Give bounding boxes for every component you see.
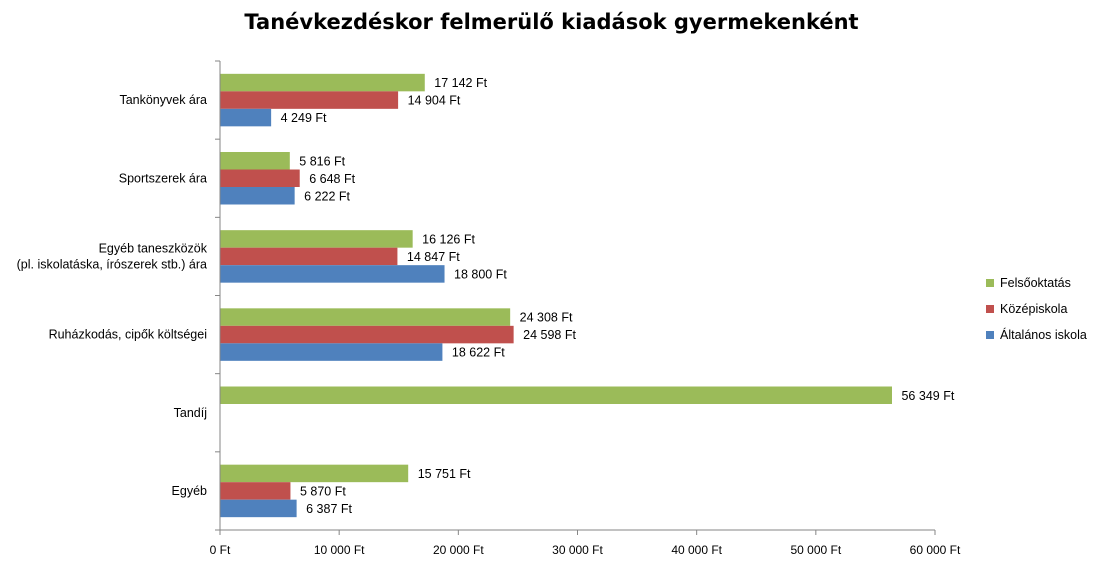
bar — [220, 386, 892, 404]
bar — [220, 325, 514, 344]
category-label: Tankönyvek ára — [119, 93, 207, 107]
legend-swatch — [986, 279, 994, 287]
data-label: 17 142 Ft — [434, 76, 487, 90]
data-label: 6 648 Ft — [309, 172, 355, 186]
x-tick-label: 40 000 Ft — [671, 543, 722, 557]
data-label: 18 622 Ft — [452, 346, 505, 360]
legend-item: Általános iskola — [986, 322, 1087, 348]
legend-swatch — [986, 331, 994, 339]
legend-label: Felsőoktatás — [1000, 276, 1071, 290]
category-label: Egyéb — [172, 484, 207, 498]
data-label: 16 126 Ft — [422, 232, 475, 246]
legend-item: Középiskola — [986, 296, 1087, 322]
legend-label: Középiskola — [1000, 302, 1068, 316]
bar — [220, 152, 290, 170]
category-label: Tandíj — [174, 406, 207, 420]
bar — [220, 247, 398, 266]
legend: Felsőoktatás Középiskola Általános iskola — [986, 270, 1087, 348]
data-label: 6 222 Ft — [304, 189, 350, 203]
data-label: 14 847 Ft — [407, 250, 460, 264]
x-tick-label: 30 000 Ft — [552, 543, 603, 557]
x-tick-label: 0 Ft — [210, 543, 231, 557]
data-label: 4 249 Ft — [281, 111, 327, 125]
bar — [220, 265, 445, 283]
data-label: 14 904 Ft — [408, 94, 461, 108]
category-label: Egyéb taneszközök — [99, 241, 208, 255]
bar — [220, 108, 272, 127]
bar — [220, 308, 511, 326]
bar — [220, 187, 295, 205]
legend-swatch — [986, 305, 994, 313]
x-tick-label: 10 000 Ft — [314, 543, 365, 557]
bar — [220, 464, 409, 483]
x-tick-label: 20 000 Ft — [433, 543, 484, 557]
data-label: 15 751 Ft — [418, 467, 471, 481]
category-label: Sportszerek ára — [119, 171, 207, 185]
bar — [220, 499, 297, 518]
x-tick-label: 60 000 Ft — [910, 543, 961, 557]
data-label: 24 308 Ft — [520, 311, 573, 325]
data-label: 56 349 Ft — [901, 389, 954, 403]
legend-label: Általános iskola — [1000, 328, 1087, 342]
bar — [220, 482, 291, 500]
x-tick-label: 50 000 Ft — [790, 543, 841, 557]
data-label: 5 870 Ft — [300, 484, 346, 498]
chart-title: Tanévkezdéskor felmerülő kiadások gyerme… — [244, 10, 859, 34]
legend-item: Felsőoktatás — [986, 270, 1087, 296]
category-label: Ruházkodás, cipők költségei — [49, 328, 207, 342]
bar — [220, 343, 443, 361]
data-label: 6 387 Ft — [306, 502, 352, 516]
bar — [220, 91, 399, 109]
data-label: 18 800 Ft — [454, 267, 507, 281]
category-label: (pl. iskolatáska, írószerek stb.) ára — [17, 257, 207, 271]
bar — [220, 230, 413, 248]
bar — [220, 73, 425, 92]
data-label: 24 598 Ft — [523, 328, 576, 342]
data-label: 5 816 Ft — [299, 154, 345, 168]
bar — [220, 169, 300, 187]
